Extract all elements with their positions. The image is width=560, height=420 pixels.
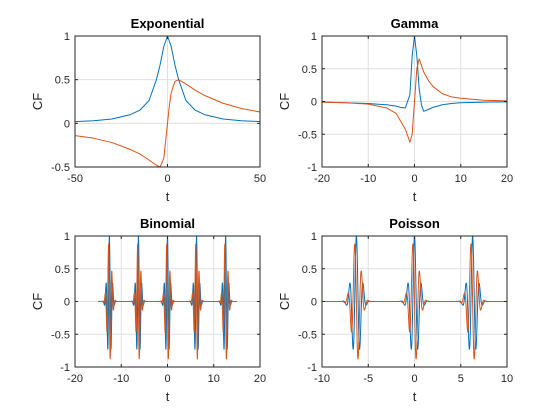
y-tick-label: -0.5 bbox=[51, 162, 70, 174]
y-tick-label: 1 bbox=[311, 231, 317, 243]
y-tick-label: 0 bbox=[311, 297, 317, 309]
x-tick-label: -50 bbox=[67, 173, 83, 185]
y-tick-label: 0.5 bbox=[55, 75, 70, 87]
x-tick-label: 0 bbox=[411, 373, 417, 385]
x-axis-label: t bbox=[166, 389, 170, 404]
x-tick-label: -20 bbox=[314, 173, 330, 185]
series-line-0 bbox=[322, 36, 507, 112]
x-tick-label: 0 bbox=[411, 173, 417, 185]
y-tick-label: -0.5 bbox=[51, 329, 70, 341]
x-tick-label: -10 bbox=[113, 373, 129, 385]
x-tick-label: 5 bbox=[458, 373, 464, 385]
y-tick-label: 1 bbox=[64, 31, 70, 43]
series-line-1 bbox=[97, 243, 238, 360]
y-tick-label: 0 bbox=[64, 118, 70, 130]
subplot-3: -10 -5 0 5 10 -1 -0.5 0 0.5 1 Poisson t CF bbox=[277, 216, 513, 404]
y-axis-label: CF bbox=[30, 93, 45, 110]
y-axis-label: CF bbox=[277, 93, 292, 110]
y-tick-label: 0 bbox=[311, 97, 317, 109]
x-tick-label: 10 bbox=[455, 173, 467, 185]
x-tick-label: 10 bbox=[208, 373, 220, 385]
x-tick-label: -10 bbox=[360, 173, 376, 185]
x-axis-label: t bbox=[166, 189, 170, 204]
y-tick-label: 0.5 bbox=[302, 264, 317, 276]
x-tick-label: -5 bbox=[363, 373, 373, 385]
y-tick-label: -1 bbox=[60, 362, 70, 374]
x-tick-label: 20 bbox=[254, 373, 266, 385]
x-tick-label: 10 bbox=[501, 373, 513, 385]
subplot-1: -20 -10 0 10 20 -1 -0.5 0 0.5 1 Gamma t CF bbox=[277, 16, 513, 204]
subplot-2: -20 -10 0 10 20 -1 -0.5 0 0.5 1 Binomial t CF bbox=[30, 216, 266, 404]
y-tick-label: 1 bbox=[311, 31, 317, 43]
x-axis-label: t bbox=[413, 189, 417, 204]
series-line-1 bbox=[75, 79, 260, 167]
y-axis-label: CF bbox=[30, 293, 45, 310]
y-tick-label: -0.5 bbox=[298, 129, 317, 141]
y-tick-label: -1 bbox=[307, 162, 317, 174]
y-tick-label: -0.5 bbox=[298, 329, 317, 341]
x-tick-label: 0 bbox=[164, 373, 170, 385]
y-tick-label: 0.5 bbox=[302, 64, 317, 76]
y-tick-label: 0 bbox=[64, 297, 70, 309]
x-axis-label: t bbox=[413, 389, 417, 404]
x-tick-label: 20 bbox=[501, 173, 513, 185]
subplot-title: Exponential bbox=[131, 16, 205, 31]
subplot-title: Binomial bbox=[140, 216, 195, 231]
series-line-0 bbox=[75, 36, 260, 123]
y-tick-label: 0.5 bbox=[55, 264, 70, 276]
series-line-0 bbox=[322, 236, 507, 350]
subplot-title: Gamma bbox=[391, 16, 439, 31]
series-line-1 bbox=[322, 243, 507, 360]
y-tick-label: 1 bbox=[64, 231, 70, 243]
y-tick-label: -1 bbox=[307, 362, 317, 374]
x-tick-label: -10 bbox=[314, 373, 330, 385]
x-tick-label: 0 bbox=[164, 173, 170, 185]
y-axis-label: CF bbox=[277, 293, 292, 310]
subplot-0: -50 0 50 -0.5 0 0.5 1 Exponential t CF bbox=[30, 16, 266, 204]
series-line-1 bbox=[322, 58, 507, 143]
x-tick-label: 50 bbox=[254, 173, 266, 185]
x-tick-label: -20 bbox=[67, 373, 83, 385]
subplot-title: Poisson bbox=[389, 216, 440, 231]
